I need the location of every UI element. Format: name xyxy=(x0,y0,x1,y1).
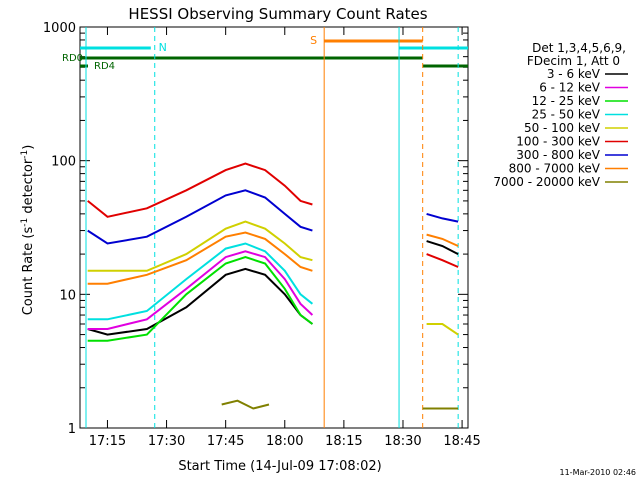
legend-entry-label: 6 - 12 keV xyxy=(539,81,601,95)
legend-header-line-1: Det 1,3,4,5,6,9, xyxy=(532,41,626,55)
s-flag-label: S xyxy=(310,34,317,47)
series-line xyxy=(87,220,313,272)
series-line xyxy=(87,242,314,321)
x-tick-label: 18:00 xyxy=(266,434,303,449)
y-axis-label-main: Count Rate (s xyxy=(21,227,36,316)
footer-date: 11-Mar-2010 02:46 xyxy=(560,468,637,477)
series-line xyxy=(426,212,459,223)
series-line xyxy=(87,256,314,342)
legend-entry-label: 800 - 7000 keV xyxy=(509,162,601,176)
plot-frame xyxy=(79,26,469,429)
y-axis-label-end: ) xyxy=(21,145,36,150)
chart-title: HESSI Observing Summary Count Rates xyxy=(128,5,427,23)
n-flag-label: N xyxy=(159,41,167,54)
legend-entry-label: 50 - 100 keV xyxy=(524,121,601,135)
series-line xyxy=(426,240,459,255)
x-tick-label: 17:45 xyxy=(207,434,244,449)
series-line xyxy=(87,162,313,218)
x-tick-label: 18:30 xyxy=(384,434,421,449)
y-axis-label-mid: detector xyxy=(21,158,36,218)
series-line xyxy=(426,323,459,336)
series-line xyxy=(87,267,314,336)
rd0-flag-label: RD0 xyxy=(62,53,83,64)
legend-entry-label: 12 - 25 keV xyxy=(532,94,601,108)
x-tick-label: 18:15 xyxy=(325,434,362,449)
series-line xyxy=(426,253,459,268)
legend-entry-label: 300 - 800 keV xyxy=(516,148,600,162)
y-axis-label-sup1: -1 xyxy=(20,218,30,227)
x-axis-label: Start Time (14-Jul-09 17:08:02) xyxy=(178,459,381,474)
y-axis-label-sup2: -1 xyxy=(20,150,30,159)
legend: Det 1,3,4,5,6,9, FDecim 1, Att 0 3 - 6 k… xyxy=(493,41,628,189)
series-line xyxy=(87,189,313,245)
legend-header-line-2: FDecim 1, Att 0 xyxy=(527,54,620,68)
y-tick-label: 100 xyxy=(51,155,76,170)
series-line xyxy=(221,399,270,410)
x-tick-label: 17:15 xyxy=(89,434,126,449)
rd4-flag-label: RD4 xyxy=(94,61,115,72)
x-tick-label: 17:30 xyxy=(148,434,185,449)
y-tick-label: 10 xyxy=(59,288,76,303)
series-line xyxy=(87,231,313,285)
legend-entry-label: 3 - 6 keV xyxy=(547,67,601,81)
legend-entry-label: 7000 - 20000 keV xyxy=(493,175,600,189)
y-tick-label: 1 xyxy=(68,422,76,437)
x-tick-label: 18:45 xyxy=(443,434,480,449)
y-axis-label: Count Rate (s-1 detector-1) xyxy=(20,145,36,316)
series-line xyxy=(426,233,459,247)
legend-entry-label: 25 - 50 keV xyxy=(532,108,601,122)
series-line xyxy=(87,250,314,330)
plot-area: 17:15 17:30 17:45 18:00 18:15 18:30 18:45 1 10 10… xyxy=(43,21,481,449)
legend-entry-label: 100 - 300 keV xyxy=(516,135,600,149)
y-tick-label: 1000 xyxy=(43,21,76,36)
